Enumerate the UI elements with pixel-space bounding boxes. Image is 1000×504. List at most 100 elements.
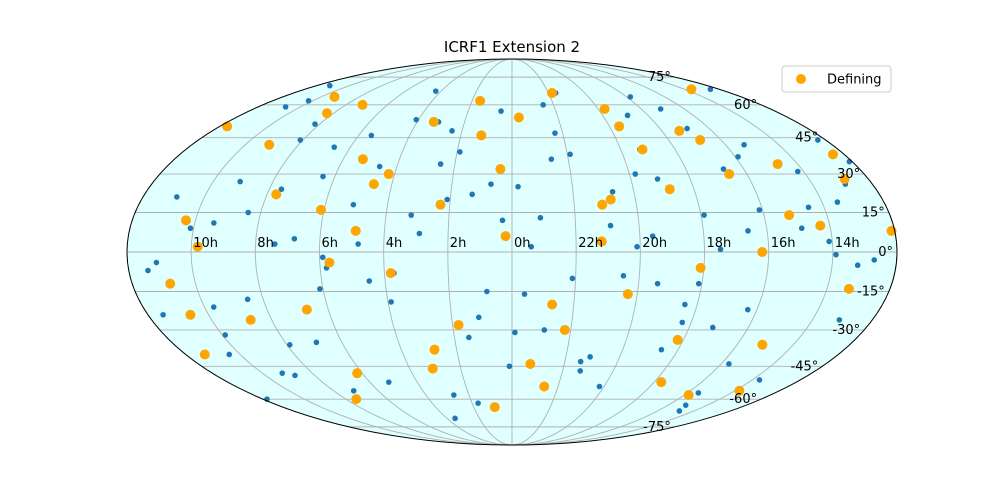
- point-other: [452, 415, 458, 422]
- point-defining: [827, 149, 838, 160]
- point-other: [237, 178, 243, 185]
- point-other: [695, 280, 702, 287]
- point-other: [437, 161, 444, 167]
- point-other: [684, 125, 690, 132]
- point-defining: [316, 204, 327, 215]
- point-defining: [734, 385, 745, 396]
- point-other: [654, 176, 661, 182]
- point-other: [297, 137, 304, 143]
- legend-marker-defining: [796, 74, 806, 84]
- point-defining: [672, 334, 683, 345]
- dec-tick-label: 15°: [862, 206, 885, 221]
- point-defining: [683, 390, 694, 401]
- point-defining: [843, 283, 854, 294]
- point-defining: [674, 125, 685, 136]
- point-other: [279, 370, 286, 376]
- ra-tick-label: 0h: [514, 236, 531, 251]
- point-other: [385, 379, 392, 385]
- point-defining: [329, 91, 340, 102]
- point-other: [756, 207, 763, 213]
- point-other: [320, 173, 326, 180]
- point-other: [506, 363, 513, 370]
- tick-labels-layer: 10h 8h 6h 4h 2h 0h 22h 20h 18h 16h 14h 75° 60° 45° 30°…: [193, 70, 893, 435]
- point-other: [632, 171, 639, 177]
- point-defining: [599, 103, 610, 114]
- point-other: [457, 149, 463, 155]
- point-other: [145, 267, 151, 274]
- point-defining: [271, 189, 282, 200]
- point-other: [596, 383, 603, 390]
- point-other: [317, 286, 323, 292]
- point-other: [695, 390, 702, 396]
- point-other: [488, 181, 494, 187]
- point-other: [282, 104, 289, 110]
- point-defining: [245, 314, 256, 325]
- legend-label-defining: Defining: [827, 73, 882, 88]
- point-other: [432, 88, 439, 94]
- point-other: [416, 230, 423, 237]
- point-other: [451, 392, 457, 398]
- point-defining: [605, 194, 616, 205]
- point-other: [408, 212, 415, 218]
- point-defining: [839, 174, 850, 185]
- point-other: [210, 304, 217, 310]
- point-defining: [192, 241, 203, 252]
- point-other: [499, 217, 506, 224]
- point-defining: [559, 324, 570, 335]
- point-other: [388, 299, 394, 305]
- point-other: [654, 280, 661, 287]
- point-defining: [368, 179, 379, 190]
- outline-layer: [126, 58, 898, 446]
- point-other: [649, 233, 656, 239]
- point-other: [735, 153, 741, 160]
- point-other: [484, 288, 490, 295]
- ra-tick-label: 8h: [257, 236, 274, 251]
- point-other: [620, 272, 627, 279]
- point-other: [292, 372, 298, 379]
- point-other: [682, 402, 689, 408]
- point-other: [413, 116, 420, 123]
- point-defining: [351, 394, 362, 405]
- dec-tick-label: -30°: [832, 323, 860, 338]
- point-defining: [385, 268, 396, 279]
- point-defining: [350, 225, 361, 236]
- point-defining: [784, 210, 795, 221]
- point-other: [676, 408, 683, 414]
- point-other: [331, 144, 338, 150]
- point-defining: [185, 309, 196, 320]
- point-other: [871, 257, 878, 263]
- point-defining: [489, 402, 500, 413]
- point-defining: [547, 88, 558, 99]
- dec-tick-label: 60°: [734, 98, 757, 113]
- point-defining: [352, 368, 363, 379]
- point-other: [160, 311, 166, 318]
- point-other: [366, 278, 373, 284]
- point-other: [624, 112, 631, 119]
- ra-tick-label: 2h: [450, 236, 467, 251]
- point-defining: [357, 99, 368, 110]
- point-other: [211, 220, 217, 226]
- chart-title: ICRF1 Extension 2: [444, 38, 580, 56]
- point-other: [833, 251, 839, 258]
- ra-tick-label: 20h: [642, 236, 667, 251]
- point-defining: [500, 231, 511, 242]
- point-defining: [181, 215, 192, 226]
- point-other: [350, 387, 357, 394]
- point-other: [153, 259, 160, 266]
- point-other: [244, 296, 251, 303]
- point-defining: [772, 159, 783, 170]
- point-defining: [724, 169, 735, 180]
- point-defining: [427, 363, 438, 374]
- point-other: [854, 262, 861, 269]
- point-other: [271, 241, 278, 247]
- point-other: [679, 319, 686, 326]
- point-defining: [475, 95, 486, 106]
- point-other: [720, 166, 727, 172]
- point-defining: [614, 121, 625, 132]
- point-defining: [429, 344, 440, 355]
- point-other: [540, 102, 546, 108]
- point-defining: [547, 299, 558, 310]
- point-other: [607, 222, 614, 229]
